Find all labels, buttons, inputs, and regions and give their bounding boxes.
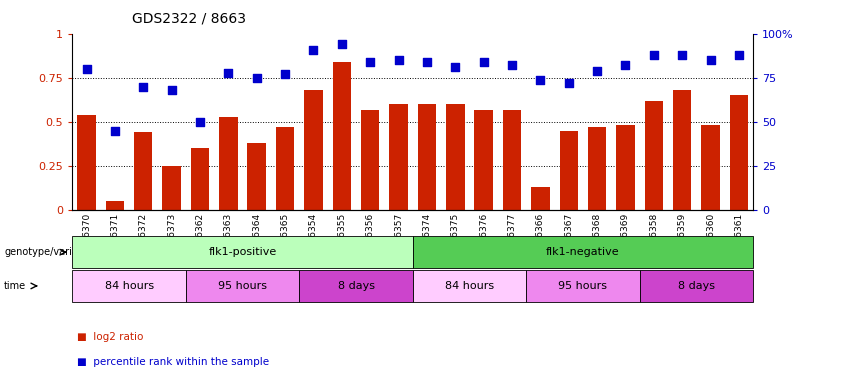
Bar (134, 132, 152, 210)
Text: GDS2322 / 8663: GDS2322 / 8663 (132, 11, 246, 25)
Point (591, 68, 604, 74)
Point (619, 63, 632, 69)
Text: 84 hours: 84 hours (445, 281, 494, 291)
Bar (248, 143, 266, 210)
Bar (389, 104, 408, 210)
Text: ■  log2 ratio: ■ log2 ratio (77, 333, 143, 342)
Text: genotype/variation: genotype/variation (4, 247, 97, 257)
Text: time: time (4, 281, 26, 291)
Point (420, 59, 434, 65)
Bar (361, 110, 380, 210)
Point (676, 52, 689, 58)
Point (732, 52, 745, 58)
Point (335, 41, 349, 47)
Bar (616, 125, 635, 210)
Point (165, 87, 179, 93)
Point (80, 66, 94, 72)
Text: flk1-negative: flk1-negative (546, 247, 620, 257)
Bar (77, 115, 95, 210)
Bar (531, 187, 550, 210)
Text: 95 hours: 95 hours (218, 281, 267, 291)
Point (477, 59, 490, 65)
Text: 84 hours: 84 hours (105, 281, 154, 291)
Bar (219, 117, 237, 210)
Point (306, 46, 320, 53)
Point (647, 52, 660, 58)
Bar (106, 201, 124, 210)
Point (250, 75, 264, 81)
Bar (276, 127, 294, 210)
Bar (446, 104, 465, 210)
Point (534, 76, 547, 82)
Point (136, 84, 150, 90)
Bar (191, 148, 209, 210)
Point (448, 64, 462, 70)
Text: flk1-positive: flk1-positive (208, 247, 277, 257)
Point (363, 59, 377, 65)
Bar (644, 101, 663, 210)
Text: 95 hours: 95 hours (558, 281, 608, 291)
Bar (163, 166, 180, 210)
Point (108, 128, 122, 134)
Point (704, 57, 717, 63)
Text: ■  percentile rank within the sample: ■ percentile rank within the sample (77, 357, 269, 367)
Bar (503, 110, 521, 210)
Bar (474, 110, 493, 210)
Text: 8 days: 8 days (338, 281, 374, 291)
Bar (418, 104, 436, 210)
Point (505, 63, 519, 69)
Point (278, 71, 292, 77)
Point (562, 80, 575, 86)
Bar (673, 90, 691, 210)
Bar (701, 125, 720, 210)
Point (221, 69, 235, 75)
Bar (729, 96, 748, 210)
Point (193, 119, 207, 125)
Bar (559, 131, 578, 210)
Text: 8 days: 8 days (678, 281, 715, 291)
Bar (333, 62, 351, 210)
Bar (588, 127, 606, 210)
Bar (304, 90, 323, 210)
Point (391, 57, 405, 63)
